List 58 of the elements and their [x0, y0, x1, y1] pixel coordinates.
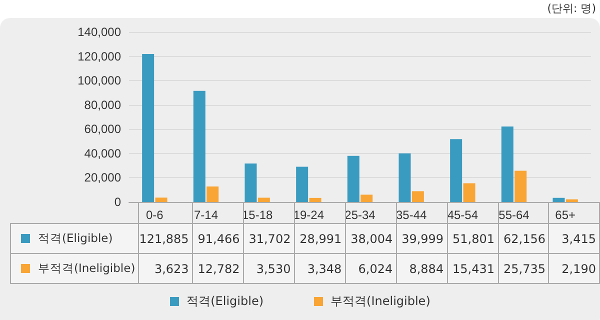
text: 부적격(Ineligible) — [330, 294, 430, 308]
data-label: 39,999 — [396, 224, 448, 254]
bar — [514, 170, 527, 202]
bar — [552, 198, 565, 202]
y-tick-label: 40,000 — [84, 146, 122, 160]
y-tick-label: 100,000 — [78, 74, 122, 88]
y-tick-label: 80,000 — [84, 98, 122, 112]
data-label: 12,782 — [192, 254, 244, 284]
x-tick-label: 45-54 — [447, 208, 478, 222]
bar — [142, 54, 154, 202]
x-tick-label: 7-14 — [194, 208, 218, 222]
x-tick-label: 15-18 — [242, 208, 273, 222]
data-label: 62,156 — [498, 224, 549, 254]
data-label: 3,530 — [243, 254, 294, 284]
text: (단위: 명) — [547, 1, 596, 16]
data-label: 31,702 — [243, 224, 294, 254]
data-label: 51,801 — [447, 224, 498, 254]
bar — [258, 198, 270, 202]
x-tick-label: 25-34 — [344, 208, 376, 222]
x-tick-label: 0-6 — [146, 208, 164, 222]
legend-label: 부적격(Ineligible) — [10, 254, 139, 284]
data-label: 28,991 — [294, 224, 346, 254]
x-tick-label: 35-44 — [396, 208, 427, 222]
bar — [398, 153, 411, 202]
bar — [244, 164, 257, 202]
bar — [566, 199, 578, 202]
bar — [450, 139, 462, 202]
y-tick-label: 60,000 — [84, 122, 122, 136]
bar — [360, 194, 373, 202]
bar — [193, 90, 206, 202]
bar — [206, 186, 219, 202]
data-label: 15,431 — [447, 254, 498, 284]
y-tick-label: 20,000 — [84, 170, 122, 185]
data-label: 91,466 — [192, 224, 244, 254]
bar — [309, 198, 322, 202]
legend-label: 적격(Eligible) — [10, 224, 139, 254]
data-label: 121,885 — [138, 224, 192, 254]
data-label: 8,884 — [396, 254, 448, 284]
text: 적격(Eligible) — [186, 294, 264, 308]
data-label: 2,190 — [548, 254, 600, 284]
data-label: 25,735 — [498, 254, 549, 284]
y-tick-label: 0 — [114, 195, 122, 209]
data-label: 3,348 — [294, 254, 346, 284]
x-tick-label: 55-64 — [498, 208, 530, 222]
y-tick-label: 140,000 — [78, 25, 122, 39]
bar — [155, 198, 168, 202]
x-tick-label: 19-24 — [293, 208, 324, 222]
data-label: 38,004 — [345, 224, 396, 254]
bar — [296, 166, 308, 202]
bar — [501, 126, 514, 202]
y-tick-label: 120,000 — [78, 49, 122, 64]
bar — [347, 156, 360, 202]
data-label: 3,415 — [548, 224, 600, 254]
x-tick-label: 65+ — [555, 208, 576, 222]
data-label: 6,024 — [345, 254, 396, 284]
bar — [463, 183, 476, 202]
data-label: 3,623 — [138, 254, 192, 284]
bar — [412, 191, 424, 202]
